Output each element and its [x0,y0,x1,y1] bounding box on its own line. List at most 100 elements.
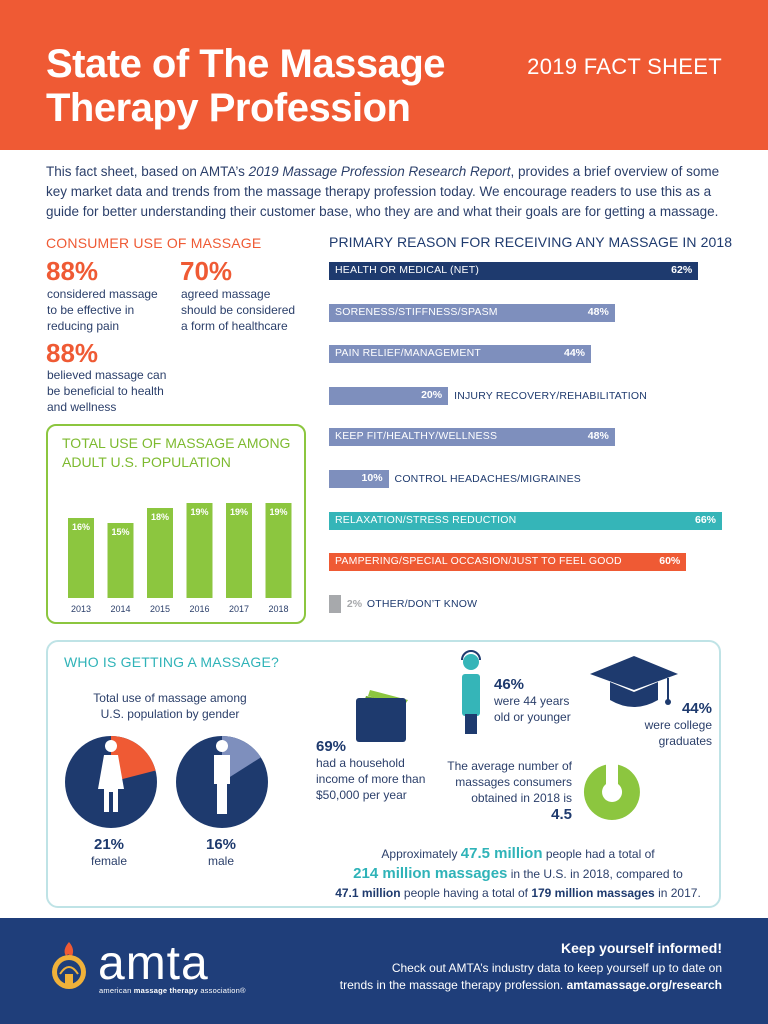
income-stat: 69% had a household income of more than … [316,738,425,803]
age-stat: 46% were 44 years old or younger [494,676,571,725]
reason-bar-row: KEEP FIT/HEALTHY/WELLNESS 48% [329,428,729,447]
amta-logo-subtitle: american massage therapy association® [99,986,246,995]
summary-bold: 47.1 million [335,886,401,900]
reason-bar: PAIN RELIEF/MANAGEMENT 44% [329,345,591,364]
year-bar-value-label: 19% [190,507,208,517]
year-bar-value-label: 19% [269,507,287,517]
wallet-icon [356,690,408,742]
stat-description: considered massage to be effective in re… [47,286,158,334]
caption-line: Total use of massage among [93,691,247,705]
page-title-line2: Therapy Profession [46,86,411,130]
total-use-chart-title: TOTAL USE OF MASSAGE AMONG ADULT U.S. PO… [62,434,297,472]
who-section-title: WHO IS GETTING A MASSAGE? [64,654,280,670]
amta-emblem-icon [52,942,86,989]
income-line: income of more than [316,772,426,786]
summary-statement: Approximately 47.5 million people had a … [318,844,718,903]
intro-paragraph: This fact sheet, based on AMTA’s 2019 Ma… [46,162,726,222]
year-tick-label: 2013 [71,604,91,614]
summary-highlight: 47.5 million [460,845,543,862]
intro-suffix: , provides a brief overview of some key … [46,164,720,219]
year-bar [147,508,173,598]
footer-line: Check out AMTA’s industry data to keep y… [391,961,722,975]
reason-bar: HEALTH OR MEDICAL (NET) 62% [329,262,699,280]
header-banner: State of The Massage Therapy Profession … [0,0,768,150]
reason-bar [329,594,341,613]
summary-text: people having a total of [400,886,532,900]
caption-line: U.S. population by gender [100,707,240,721]
person-age-icon [461,650,481,734]
reason-bar-row: RELAXATION/STRESS REDUCTION 66% [329,511,729,530]
total-use-bar-chart: 16% 2013 15% 2014 18% 2015 19% 2016 19% 2017 19% 20… [68,503,292,614]
stat-line: agreed massage [181,287,271,301]
logo-sub-text: american [99,986,134,995]
graduation-cap-icon [590,656,678,707]
stat-value: 88% [46,256,99,286]
male-figure-icon [214,740,230,814]
reason-bar-label: RELAXATION/STRESS REDUCTION [335,513,517,526]
pie-slice [111,736,156,782]
reason-bar-value: 60% [659,555,681,568]
intro-report-title: 2019 Massage Profession Research Report [248,164,511,179]
stat-line: believed massage can [47,368,167,382]
reason-bar-value: 62% [671,264,693,276]
female-label: female [90,854,128,868]
year-bar-value-label: 18% [151,512,169,522]
logo-sub-bold: massage therapy [133,986,199,995]
reason-bar: RELAXATION/STRESS REDUCTION 66% [329,511,722,530]
reason-bar: SORENESS/STIFFNESS/SPASM 48% [329,303,615,322]
stat-line: should be considered [181,303,296,317]
reason-bar-label: HEALTH OR MEDICAL (NET) [335,264,480,276]
reason-bar: PAMPERING/SPECIAL OCCASION/JUST TO FEEL … [329,553,687,572]
income-line: had a household [316,756,405,770]
stat-line: reducing pain [47,319,120,333]
reason-bar-value: 44% [563,347,585,360]
year-tick-label: 2014 [110,604,130,614]
stat-line: and wellness [47,400,117,414]
stat-description: believed massage can be beneficial to he… [47,367,166,415]
male-percent: 16% [205,836,237,853]
total-use-chart-box: TOTAL USE OF MASSAGE AMONG ADULT U.S. PO… [46,424,306,624]
reason-bar-row: PAMPERING/SPECIAL OCCASION/JUST TO FEEL … [329,553,729,572]
summary-text: in 2017. [654,886,701,900]
male-label: male [207,854,234,868]
reason-bar-row: 20% INJURY RECOVERY/REHABILITATION [329,386,729,405]
fact-sheet-label: 2019 FACT SHEET [527,54,722,79]
female-figure-icon [98,740,124,812]
amta-logo-wordmark: amta [98,937,209,990]
reason-bar-label: CONTROL HEADACHES/MIGRAINES [394,473,581,485]
stat-line: be beneficial to health [47,384,164,398]
reason-bar-label: SORENESS/STIFFNESS/SPASM [335,305,498,318]
year-bar-value-label: 15% [111,527,129,537]
page-title: State of The Massage Therapy Profession [46,42,516,130]
year-tick-label: 2015 [150,604,170,614]
stat-value: 88% [46,338,99,368]
age-line: old or younger [494,710,571,724]
reason-bar-row: 2% OTHER/DON’T KNOW [329,594,729,613]
footer-banner: Keep yourself informed! Check out AMTA’s… [0,918,768,1024]
research-link[interactable]: amtamassage.org/research [566,978,722,992]
logo-registered-mark: ® [240,986,246,995]
footer-text: Check out AMTA’s industry data to keep y… [302,960,722,994]
graduate-line: were college [644,718,712,732]
average-value: 4.5 [551,806,572,823]
year-bar [107,523,134,598]
summary-text: in the U.S. in 2018, compared to [507,867,683,881]
summary-text: people had a total of [542,847,655,861]
male-stat: 16% male [190,836,252,869]
year-bar-value-label: 19% [230,507,248,517]
reason-bar: 10% [329,470,389,488]
year-tick-label: 2017 [229,604,249,614]
income-line: $50,000 per year [316,788,407,802]
year-bar [186,503,213,598]
page-title-line1: State of The Massage [46,42,446,86]
reason-bar-value: 20% [421,388,443,401]
stat-description: agreed massage should be considered a fo… [181,286,295,334]
reason-bar-row: SORENESS/STIFFNESS/SPASM 48% [329,303,729,322]
reason-bar-label: OTHER/DON’T KNOW [366,597,478,610]
gender-chart-caption: Total use of massage among U.S. populati… [70,690,270,722]
reason-bar-value: 10% [361,472,383,484]
female-stat: 21% female [78,836,140,869]
reason-bar-label: KEEP FIT/HEALTHY/WELLNESS [335,430,498,443]
average-line: obtained in 2018 is [471,791,572,805]
reason-bar-value: 48% [587,430,609,443]
